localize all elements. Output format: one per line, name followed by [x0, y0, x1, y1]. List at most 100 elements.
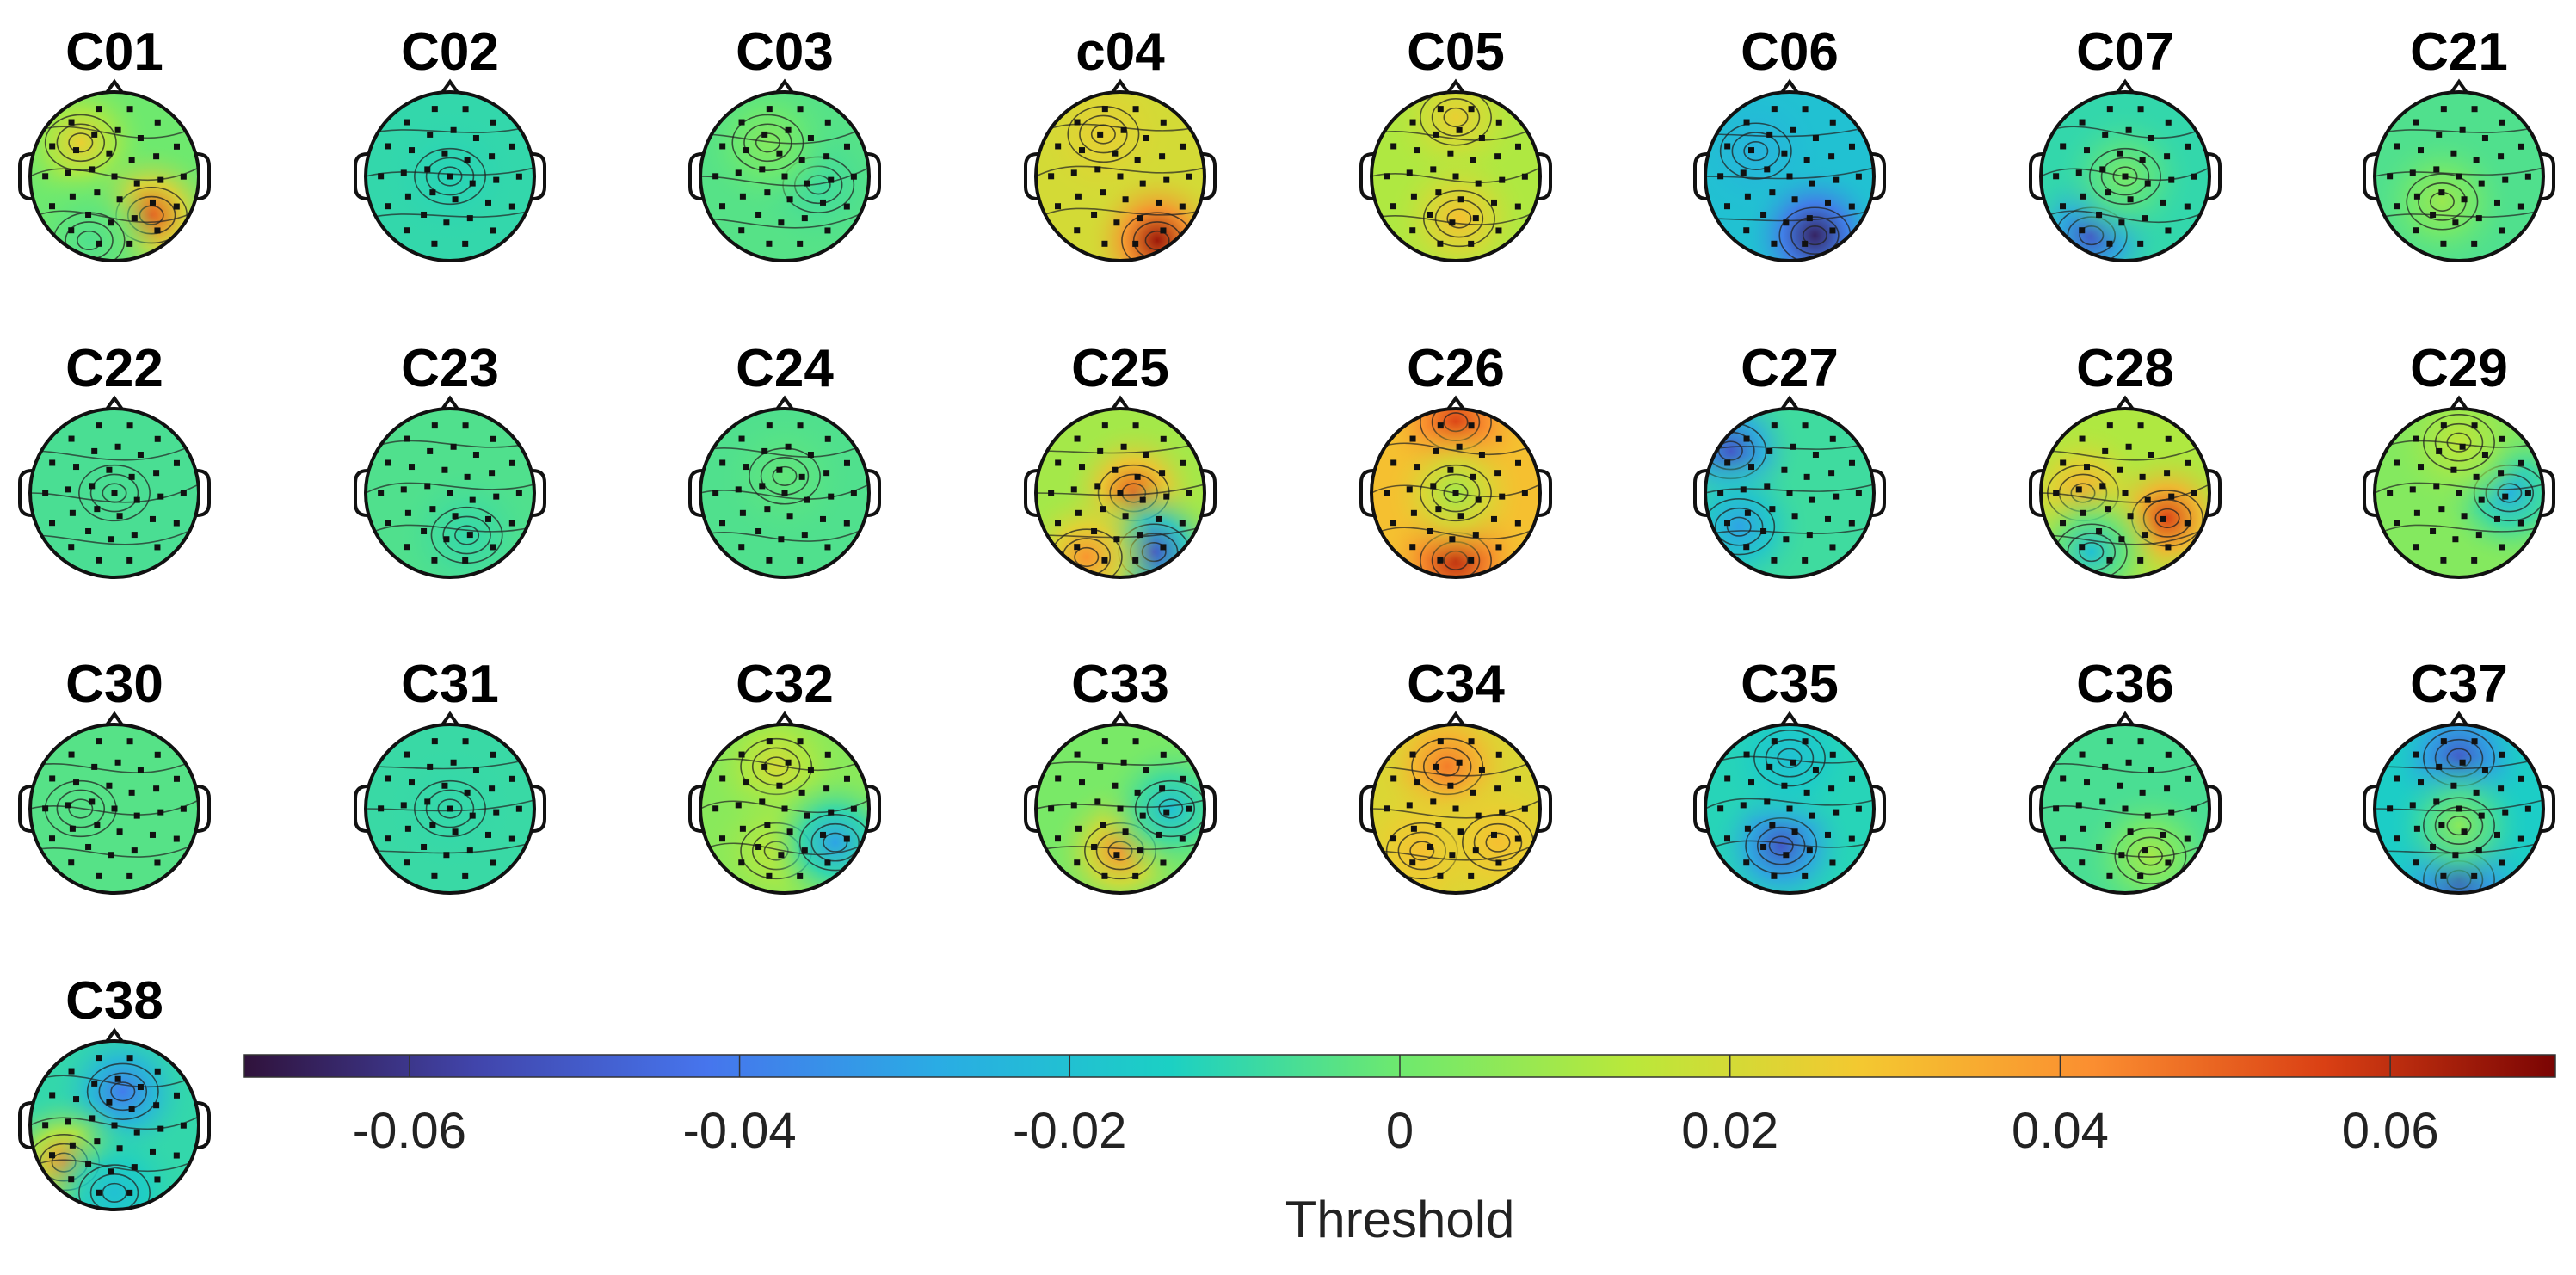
- sensor-dot: [1743, 119, 1750, 126]
- sensor-dot: [2409, 802, 2416, 809]
- sensor-dot: [1094, 798, 1101, 805]
- sensor-dot: [1070, 486, 1077, 493]
- sensor-dot: [2106, 422, 2113, 429]
- sensor-dot: [508, 835, 515, 842]
- contour-line: [700, 841, 869, 856]
- contour-line: [366, 482, 534, 494]
- sensor-dot: [1122, 196, 1129, 203]
- left-ear: [1359, 785, 1374, 833]
- sensor-dot: [116, 513, 123, 520]
- sensor-dot: [1179, 520, 1186, 527]
- sensor-dot: [1855, 805, 1862, 812]
- contour-line: [1146, 789, 1196, 828]
- right-ear: [2541, 152, 2555, 200]
- sensor-dot: [1409, 544, 1416, 551]
- nose: [104, 1027, 125, 1044]
- sensor-dot: [1433, 131, 1439, 138]
- sensor-dot: [1449, 852, 1456, 859]
- contour-line: [1768, 835, 1794, 856]
- topomap-title: C34: [1407, 655, 1505, 714]
- contour-line: [2079, 542, 2105, 563]
- left-ear: [18, 1101, 33, 1149]
- contour-line: [2375, 125, 2543, 135]
- sensor-dot: [819, 515, 826, 522]
- sensor-dot: [2517, 459, 2524, 466]
- contour-line: [700, 757, 869, 772]
- sensor-dot: [1101, 240, 1108, 247]
- right-ear: [1202, 469, 1217, 517]
- sensor-dot: [133, 496, 140, 503]
- sensor-dot: [409, 464, 416, 471]
- left-ear: [2029, 152, 2043, 200]
- sensor-dot: [1490, 515, 1497, 522]
- sensor-dot: [1409, 751, 1416, 758]
- sensor-dot: [173, 835, 180, 842]
- sensor-dot: [2060, 835, 2067, 842]
- sensor-dot: [484, 199, 491, 206]
- sensor-dot: [1848, 520, 1855, 527]
- right-ear: [532, 785, 546, 833]
- sensor-dot: [2430, 211, 2437, 218]
- sensor-dot: [778, 219, 785, 226]
- sensor-dot: [738, 859, 745, 866]
- sensor-dot: [173, 143, 180, 150]
- sensor-dot: [807, 767, 814, 774]
- sensor-dot: [85, 843, 92, 850]
- contour-line: [700, 484, 869, 500]
- sensor-dot: [128, 157, 135, 163]
- topomap-hotspot: [2041, 480, 2164, 577]
- contour-line: [700, 125, 869, 145]
- right-ear: [866, 785, 881, 833]
- sensor-dot: [819, 831, 826, 838]
- sensor-dot: [1117, 805, 1124, 812]
- colorbar-label: Threshold: [1285, 1191, 1515, 1248]
- sensor-dot: [1179, 203, 1186, 210]
- topomap-title: C22: [65, 339, 163, 398]
- sensor-dot: [2471, 872, 2478, 879]
- sensor-dot: [1427, 527, 1433, 534]
- sensor-dot: [1771, 422, 1778, 429]
- sensor-dot: [823, 470, 830, 477]
- colorbar-tick-label: 0.04: [2012, 1103, 2109, 1159]
- sensor-dot: [1468, 557, 1475, 564]
- sensor-dot: [1100, 189, 1106, 196]
- sensor-dot: [1122, 513, 1129, 520]
- sensor-dot: [490, 119, 496, 126]
- sensor-dot: [1456, 443, 1463, 450]
- sensor-dot: [1828, 785, 1835, 792]
- sensor-dot: [2452, 852, 2459, 859]
- sensor-dot: [1848, 459, 1855, 466]
- sensor-dot: [2096, 527, 2103, 534]
- sensor-dot: [761, 447, 768, 454]
- sensor-dot: [1495, 119, 1502, 126]
- sensor-dot: [116, 1145, 123, 1152]
- sensor-dot: [1494, 470, 1501, 477]
- sensor-dot: [1855, 173, 1862, 180]
- sensor-dot: [1160, 435, 1167, 442]
- sensor-dot: [2168, 493, 2175, 500]
- head-outline: [1034, 723, 1206, 895]
- sensor-dot: [85, 1160, 92, 1167]
- contour-line: [1705, 755, 1874, 767]
- sensor-dot: [1101, 738, 1108, 745]
- head-outline: [1034, 90, 1206, 262]
- sensor-dot: [2438, 189, 2445, 196]
- sensor-dot: [466, 532, 473, 539]
- sensor-dot: [2452, 219, 2459, 226]
- sensor-dot: [1806, 847, 1813, 854]
- sensor-dot: [508, 775, 515, 782]
- sensor-dot: [154, 1068, 161, 1075]
- sensor-dot: [1848, 835, 1855, 842]
- sensor-dot: [2517, 835, 2524, 842]
- sensor-dot: [2452, 536, 2459, 543]
- sensor-dot: [1132, 240, 1139, 247]
- sensor-dot: [2117, 466, 2123, 473]
- head-outline: [1370, 90, 1542, 262]
- sensor-dot: [1802, 240, 1809, 247]
- sensor-dot: [2481, 767, 2488, 774]
- sensor-dot: [2142, 847, 2148, 854]
- sensor-dot: [96, 106, 102, 113]
- contour-line: [366, 799, 534, 812]
- sensor-dot: [801, 215, 808, 222]
- sensor-dot: [2148, 135, 2154, 142]
